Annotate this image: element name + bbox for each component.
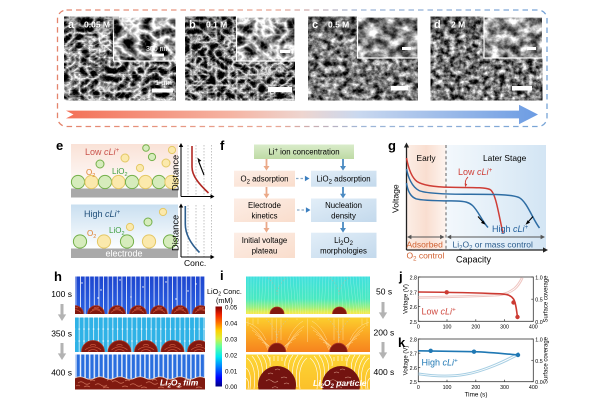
svg-text:Low cLi+: Low cLi+ bbox=[85, 147, 120, 157]
svg-text:O2 adsorption: O2 adsorption bbox=[241, 175, 289, 186]
svg-text:2.8: 2.8 bbox=[410, 338, 417, 344]
svg-text:Nucleation: Nucleation bbox=[325, 201, 362, 210]
svg-text:100: 100 bbox=[443, 385, 452, 391]
svg-text:(mM): (mM) bbox=[216, 296, 233, 305]
svg-text:200: 200 bbox=[471, 325, 480, 331]
svg-text:kinetics: kinetics bbox=[252, 211, 278, 220]
svg-text:400 s: 400 s bbox=[374, 367, 395, 377]
svg-text:200: 200 bbox=[471, 385, 480, 391]
svg-text:2.5: 2.5 bbox=[410, 380, 417, 386]
svg-text:0.01: 0.01 bbox=[225, 369, 238, 376]
svg-text:0: 0 bbox=[417, 325, 420, 331]
svg-text:i: i bbox=[220, 268, 224, 283]
svg-text:350 s: 350 s bbox=[51, 329, 72, 339]
svg-text:Li+ ion concentration: Li+ ion concentration bbox=[268, 148, 339, 157]
svg-text:0.5 M: 0.5 M bbox=[328, 20, 349, 30]
svg-text:0.5: 0.5 bbox=[535, 298, 542, 304]
svg-text:plateau: plateau bbox=[252, 246, 278, 255]
svg-text:0.02: 0.02 bbox=[225, 353, 238, 360]
svg-text:400: 400 bbox=[529, 385, 538, 391]
svg-text:Distance: Distance bbox=[171, 155, 181, 191]
svg-text:Adsorbed: Adsorbed bbox=[407, 240, 444, 250]
svg-text:High cLi+: High cLi+ bbox=[84, 209, 121, 219]
svg-text:Low cLi+: Low cLi+ bbox=[458, 167, 493, 177]
svg-text:300 nm: 300 nm bbox=[146, 46, 170, 53]
svg-text:300: 300 bbox=[500, 325, 509, 331]
svg-text:Voltage: Voltage bbox=[391, 184, 401, 213]
svg-text:Electrode: Electrode bbox=[248, 201, 281, 210]
svg-text:2.6: 2.6 bbox=[410, 305, 417, 311]
svg-text:2.7: 2.7 bbox=[410, 352, 417, 358]
svg-text:h: h bbox=[54, 269, 62, 284]
svg-text:Low cLi+: Low cLi+ bbox=[422, 307, 457, 317]
svg-text:0.00: 0.00 bbox=[225, 384, 238, 391]
svg-text:Li2O2 or mass control: Li2O2 or mass control bbox=[453, 240, 534, 252]
svg-text:2.7: 2.7 bbox=[410, 290, 417, 296]
svg-text:0.1 M: 0.1 M bbox=[206, 20, 227, 30]
svg-text:c: c bbox=[312, 19, 318, 31]
svg-text:0.5: 0.5 bbox=[535, 359, 542, 365]
svg-text:1 μm: 1 μm bbox=[155, 78, 172, 87]
svg-text:100: 100 bbox=[443, 325, 452, 331]
svg-text:O2: O2 bbox=[86, 168, 95, 179]
svg-text:d: d bbox=[434, 19, 441, 31]
svg-text:Capacity: Capacity bbox=[456, 255, 492, 265]
svg-text:200 s: 200 s bbox=[374, 328, 395, 338]
svg-text:Later Stage: Later Stage bbox=[483, 153, 527, 163]
svg-text:High cLi+: High cLi+ bbox=[422, 358, 459, 368]
svg-text:j: j bbox=[398, 269, 403, 284]
svg-text:2.5: 2.5 bbox=[410, 320, 417, 326]
svg-text:LiO2 Conc.: LiO2 Conc. bbox=[207, 287, 242, 298]
svg-text:0.03: 0.03 bbox=[225, 337, 238, 344]
svg-text:LiO2 adsorption: LiO2 adsorption bbox=[316, 175, 370, 186]
svg-text:0: 0 bbox=[417, 385, 420, 391]
svg-text:Conc.: Conc. bbox=[184, 258, 206, 268]
svg-text:High cLi+: High cLi+ bbox=[492, 224, 529, 234]
svg-text:O2: O2 bbox=[87, 229, 96, 240]
svg-text:Surface coverage: Surface coverage bbox=[544, 336, 550, 384]
svg-text:LiO2: LiO2 bbox=[109, 226, 125, 237]
svg-text:2.6: 2.6 bbox=[410, 366, 417, 372]
svg-text:400 s: 400 s bbox=[51, 368, 72, 378]
svg-text:1.0: 1.0 bbox=[535, 276, 542, 282]
svg-text:Voltage (V): Voltage (V) bbox=[404, 346, 410, 376]
svg-text:2.8: 2.8 bbox=[410, 276, 417, 282]
svg-text:Time (s): Time (s) bbox=[465, 392, 488, 399]
svg-text:a: a bbox=[68, 19, 75, 31]
svg-text:Initial voltage: Initial voltage bbox=[242, 236, 288, 245]
svg-text:O2 control: O2 control bbox=[407, 251, 445, 263]
svg-text:electrode: electrode bbox=[105, 249, 142, 259]
svg-text:b: b bbox=[189, 19, 196, 31]
svg-text:0.0: 0.0 bbox=[535, 380, 542, 386]
svg-text:density: density bbox=[331, 211, 356, 220]
svg-text:e: e bbox=[56, 138, 63, 153]
svg-text:k: k bbox=[398, 335, 406, 350]
svg-text:0.04: 0.04 bbox=[225, 321, 238, 328]
svg-text:Distance: Distance bbox=[171, 215, 181, 251]
svg-text:morphologies: morphologies bbox=[320, 246, 367, 255]
svg-text:Voltage (V): Voltage (V) bbox=[404, 284, 410, 314]
svg-text:g: g bbox=[388, 138, 396, 153]
svg-text:Li2O2 particle: Li2O2 particle bbox=[313, 378, 367, 390]
svg-text:f: f bbox=[220, 138, 225, 153]
svg-text:LiO2: LiO2 bbox=[112, 167, 128, 178]
svg-text:0.05 M: 0.05 M bbox=[84, 20, 110, 30]
svg-text:2 M: 2 M bbox=[451, 20, 465, 30]
svg-text:100 s: 100 s bbox=[51, 289, 72, 299]
svg-text:1.0: 1.0 bbox=[535, 338, 542, 344]
svg-text:Li2O2: Li2O2 bbox=[334, 236, 354, 247]
svg-text:0.0: 0.0 bbox=[535, 320, 542, 326]
svg-text:50 s: 50 s bbox=[376, 287, 392, 297]
svg-text:400: 400 bbox=[529, 325, 538, 331]
svg-text:Surface coverage: Surface coverage bbox=[544, 275, 550, 323]
svg-text:Early: Early bbox=[417, 153, 437, 163]
svg-text:0.05: 0.05 bbox=[225, 305, 238, 312]
svg-text:300: 300 bbox=[500, 385, 509, 391]
